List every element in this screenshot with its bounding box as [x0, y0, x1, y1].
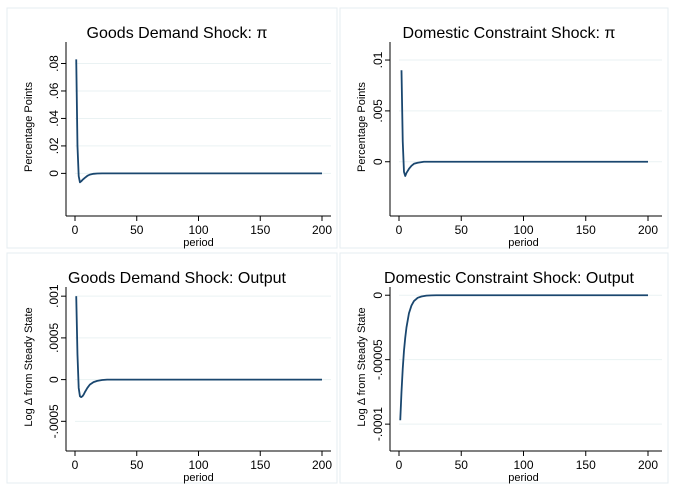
panel-title: Domestic Constraint Shock: π: [403, 25, 616, 42]
y-tick-label: .08: [47, 55, 61, 72]
panel-frame: [339, 252, 669, 484]
y-tick-label: 0: [371, 158, 385, 165]
panel-1: Goods Demand Shock: π 0 50 100 150 200 period 0…: [6, 7, 338, 249]
panel-frame: [6, 252, 338, 484]
x-tick-label: 50: [130, 223, 144, 237]
y-tick-label: 0: [47, 170, 61, 177]
x-tick-label: 100: [513, 223, 533, 237]
y-tick-label: 0: [47, 376, 61, 383]
x-axis-label: period: [508, 472, 539, 484]
x-tick-label: 0: [72, 458, 79, 472]
x-tick-label: 150: [250, 458, 270, 472]
x-tick-label: 200: [312, 223, 332, 237]
x-tick-label: 50: [455, 458, 469, 472]
x-tick-label: 150: [576, 223, 596, 237]
x-tick-label: 200: [638, 458, 658, 472]
y-tick-label: .005: [371, 99, 385, 123]
x-axis-label: period: [183, 472, 214, 484]
x-tick-label: 100: [188, 223, 208, 237]
x-tick-label: 50: [455, 223, 469, 237]
panel-4: Domestic Constraint Shock: Output 0 50 100 1…: [339, 252, 669, 484]
series-line: [399, 294, 648, 421]
panel-title: Domestic Constraint Shock: Output: [384, 270, 634, 287]
y-tick-label: -.0005: [47, 404, 61, 438]
y-tick-label: -.0001: [371, 407, 385, 441]
series-line: [75, 296, 322, 399]
panel-title: Goods Demand Shock: π: [87, 25, 268, 42]
x-tick-label: 50: [130, 458, 144, 472]
y-tick-label: .04: [47, 110, 61, 127]
y-tick-label: 0: [371, 292, 385, 299]
x-tick-label: 150: [576, 458, 596, 472]
x-tick-label: 150: [250, 223, 270, 237]
series-line: [400, 70, 648, 177]
panel-title: Goods Demand Shock: Output: [68, 270, 286, 287]
panel-frame: [6, 7, 338, 249]
panel-2: Domestic Constraint Shock: π 0 50 100 150 200…: [339, 7, 669, 249]
panel-3: Goods Demand Shock: Output 0 50 100 150 200 pe…: [6, 252, 338, 484]
x-axis-label: period: [508, 237, 539, 249]
y-tick-label: -.00005: [371, 339, 385, 380]
y-axis-label: Log Δ from Steady State: [23, 307, 35, 426]
x-tick-label: 0: [72, 223, 79, 237]
x-axis-label: period: [183, 237, 214, 249]
y-axis-label: Log Δ from Steady State: [356, 307, 368, 426]
x-tick-label: 100: [188, 458, 208, 472]
series-line: [75, 59, 322, 184]
y-tick-label: .02: [47, 137, 61, 154]
x-tick-label: 200: [312, 458, 332, 472]
x-tick-label: 0: [396, 223, 403, 237]
y-axis-label: Percentage Points: [23, 82, 35, 172]
y-axis-label: Percentage Points: [356, 82, 368, 172]
y-tick-label: .001: [47, 284, 61, 308]
y-tick-label: .0005: [47, 323, 61, 353]
x-tick-label: 200: [638, 223, 658, 237]
x-tick-label: 100: [513, 458, 533, 472]
x-tick-label: 0: [396, 458, 403, 472]
y-tick-label: .01: [371, 51, 385, 68]
y-tick-label: .06: [47, 82, 61, 99]
panel-frame: [339, 7, 669, 249]
